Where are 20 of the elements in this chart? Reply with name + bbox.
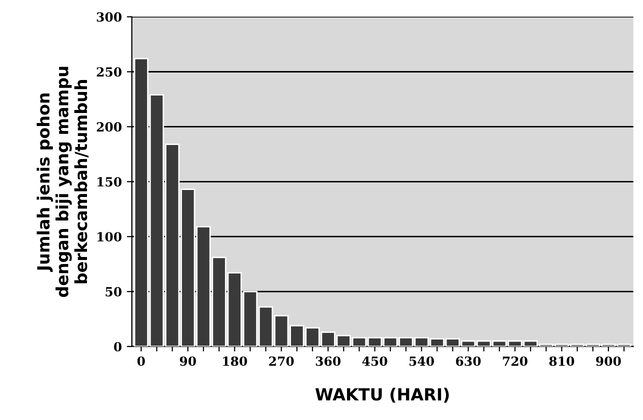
y-tick-label: 50 <box>106 287 122 296</box>
x-tick-label: 90 <box>180 356 196 366</box>
y-tick-label: 0 <box>114 342 122 352</box>
x-tick-label: 450 <box>362 356 388 366</box>
y-axis-title: Jumlah jenis pohon dengan biji yang mampu berkecambah/tumbuh <box>36 66 89 298</box>
x-tick-label: 270 <box>269 356 294 366</box>
y-tick-label: 250 <box>96 67 122 77</box>
y-tick-label: 150 <box>98 177 122 187</box>
x-tick-label: 900 <box>596 356 621 366</box>
x-tick-label: 180 <box>223 356 248 366</box>
x-tick-label: 630 <box>456 356 481 366</box>
x-tick-label: 540 <box>410 356 434 366</box>
x-tick-label: 360 <box>316 356 341 366</box>
x-tick-label: 810 <box>549 356 574 366</box>
x-tick-label: 720 <box>502 356 528 366</box>
y-tick-label: 100 <box>98 232 122 242</box>
x-tick-label: 0 <box>137 356 145 366</box>
x-axis-title: WAKTU (HARI) <box>315 388 449 403</box>
y-tick-label: 300 <box>96 12 122 22</box>
y-tick-label: 200 <box>96 122 122 132</box>
